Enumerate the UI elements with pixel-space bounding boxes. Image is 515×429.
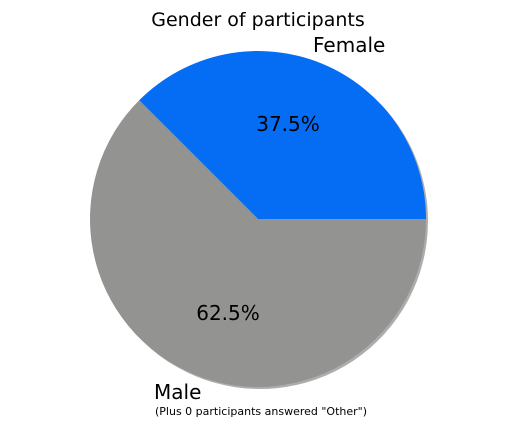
pie-slice-female [139, 51, 426, 220]
category-label-male: Male [154, 380, 201, 404]
chart-footnote: (Plus 0 participants answered "Other") [155, 405, 367, 418]
category-label-female: Female [313, 33, 385, 57]
pie-slice-male [90, 100, 426, 388]
percent-label-male: 62.5% [196, 301, 260, 325]
chart-title: Gender of participants [151, 9, 364, 31]
percent-label-female: 37.5% [256, 112, 320, 136]
pie-slices [90, 51, 426, 388]
